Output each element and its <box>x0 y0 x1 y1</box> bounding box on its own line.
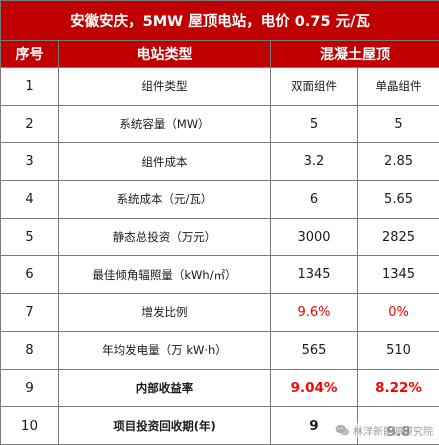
header-station-type: 电站类型 <box>58 40 271 68</box>
row-label: 系统成本（元/瓦） <box>58 180 271 219</box>
row-value-bifacial: 9 <box>270 406 358 445</box>
table-row: 3 组件成本 3.2 2.85 <box>0 142 439 182</box>
table-row: 7 增发比例 9.6% 0% <box>0 293 439 332</box>
row-value-bifacial-text: 9 <box>309 417 319 434</box>
row-value-mono-text: 9.8 <box>386 423 411 440</box>
title-row: 安徽安庆，5MW 屋顶电站，电价 0.75 元/瓦 <box>0 0 439 41</box>
row-value-mono: 510 <box>356 330 439 370</box>
row-value-bifacial: 双面组件 <box>270 67 358 106</box>
row-value-mono: 5.65 <box>356 180 439 219</box>
row-label: 最佳倾角辐照量（kWh/㎡） <box>58 255 271 295</box>
row-label: 增发比例 <box>58 293 271 332</box>
row-value-bifacial: 9.6% <box>270 293 358 332</box>
row-value-bifacial: 6 <box>270 180 358 219</box>
row-value-bifacial: 565 <box>270 330 358 370</box>
row-value-bifacial: 3.2 <box>270 142 358 182</box>
row-index: 7 <box>0 293 59 332</box>
row-index: 1 <box>0 67 59 106</box>
row-index: 9 <box>0 368 59 408</box>
row-label: 年均发电量（万 kW·h） <box>58 330 271 370</box>
table-row: 2 系统容量（MW） 5 5 <box>0 104 439 144</box>
row-value-mono: 单晶组件 <box>356 67 439 106</box>
row-label: 组件成本 <box>58 142 271 182</box>
table-title: 安徽安庆，5MW 屋顶电站，电价 0.75 元/瓦 <box>0 0 439 41</box>
row-index: 8 <box>0 330 59 370</box>
row-value-bifacial: 9.04% <box>270 368 358 408</box>
row-label: 项目投资回收期(年) <box>58 406 271 445</box>
table-row: 1 组件类型 双面组件 单晶组件 <box>0 67 439 106</box>
row-label: 静态总投资（万元） <box>58 217 271 257</box>
row-index: 5 <box>0 217 59 257</box>
table-row: 9 内部收益率 9.04% 8.22% <box>0 368 439 408</box>
row-value-mono: 2.85 <box>356 142 439 182</box>
table-row: 6 最佳倾角辐照量（kWh/㎡） 1345 1345 <box>0 255 439 295</box>
row-index: 4 <box>0 180 59 219</box>
row-value-bifacial: 5 <box>270 104 358 144</box>
row-index: 6 <box>0 255 59 295</box>
row-value-mono: 8.22% <box>356 368 439 408</box>
table-row: 10 项目投资回收期(年) 9 9.8 <box>0 406 439 445</box>
table-row: 8 年均发电量（万 kW·h） 565 510 <box>0 330 439 370</box>
table-row: 4 系统成本（元/瓦） 6 5.65 <box>0 180 439 219</box>
table-row: 5 静态总投资（万元） 3000 2825 <box>0 217 439 257</box>
row-value-mono: 0% <box>356 293 439 332</box>
header-row: 序号 电站类型 混凝土屋顶 <box>0 40 439 68</box>
row-index: 3 <box>0 142 59 182</box>
row-value-bifacial: 3000 <box>270 217 358 257</box>
row-label: 组件类型 <box>58 67 271 106</box>
row-index: 2 <box>0 104 59 144</box>
row-value-mono: 5 <box>356 104 439 144</box>
row-value-mono: 2825 <box>356 217 439 257</box>
row-label: 系统容量（MW） <box>58 104 271 144</box>
row-value-mono: 1345 <box>356 255 439 295</box>
row-label: 内部收益率 <box>58 368 271 408</box>
header-index: 序号 <box>0 40 59 68</box>
row-value-bifacial: 1345 <box>270 255 358 295</box>
row-value-mono: 9.8 <box>356 406 439 445</box>
row-index: 10 <box>0 406 59 445</box>
header-concrete-roof: 混凝土屋顶 <box>269 40 439 68</box>
